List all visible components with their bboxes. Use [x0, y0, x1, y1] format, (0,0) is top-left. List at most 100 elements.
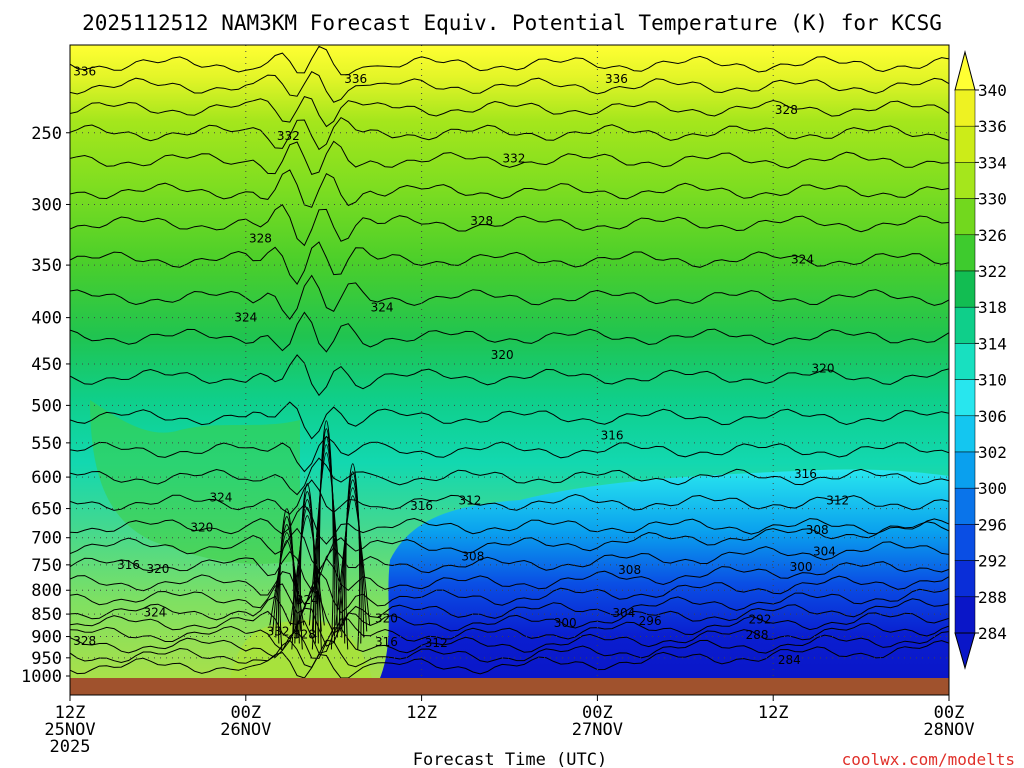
colorbar-swatch — [954, 343, 976, 380]
contour-label: 308 — [806, 523, 829, 537]
contour-label: 324 — [209, 491, 232, 505]
colorbar-swatch — [954, 89, 976, 127]
convective-contour — [292, 507, 322, 632]
colorbar-label: 326 — [978, 226, 1007, 245]
colorbar-swatch — [954, 524, 976, 561]
contour-line — [70, 311, 949, 353]
credit-text: coolwx.com/modelts — [842, 750, 1015, 768]
y-tick-label: 650 — [31, 500, 62, 520]
contour-label: 304 — [813, 545, 836, 559]
contour-line — [70, 598, 949, 647]
colorbar-label: 310 — [978, 371, 1007, 390]
contour-line — [70, 354, 949, 397]
y-tick-label: 800 — [31, 581, 62, 601]
cold-air-region — [380, 469, 949, 678]
contour-line — [70, 435, 949, 473]
contour-label: 328 — [249, 231, 272, 245]
colorbar-swatch — [954, 198, 976, 236]
convective-contour — [318, 420, 334, 650]
contour-label: 284 — [778, 653, 801, 667]
x-tick-label: 00Z — [582, 703, 613, 723]
contour-line — [70, 587, 949, 634]
contour-label: 332 — [502, 152, 525, 166]
y-tick-label: 350 — [31, 256, 62, 276]
colorbar-bottom-arrow — [954, 632, 976, 670]
convective-contour — [317, 428, 336, 644]
colorbar-swatch — [954, 234, 976, 272]
contour-label: 320 — [190, 520, 213, 534]
ground-bar — [70, 678, 949, 695]
dry-tongue — [90, 400, 300, 564]
convective-contour — [311, 444, 341, 632]
y-tick-label: 500 — [31, 396, 62, 416]
contour-label: 320 — [375, 612, 398, 626]
y-tick-label: 850 — [31, 605, 62, 625]
contour-label: 312 — [458, 494, 481, 508]
contour-label: 324 — [234, 311, 257, 325]
colorbar-label: 284 — [978, 624, 1007, 643]
colorbar-swatch — [954, 125, 976, 163]
contour-label: 316 — [601, 429, 624, 443]
contour-line — [70, 401, 949, 440]
contour-line — [70, 241, 949, 286]
contour-label: 292 — [749, 613, 772, 627]
contour-label: 320 — [491, 348, 514, 362]
x-tick-label: 2025 — [50, 737, 91, 757]
colorbar-swatch — [954, 415, 976, 453]
y-tick-label: 1000 — [21, 667, 62, 687]
colorbar-label: 336 — [978, 117, 1007, 136]
colorbar-label: 288 — [978, 588, 1007, 607]
contour-line — [70, 541, 949, 592]
x-tick-label: 00Z — [230, 703, 261, 723]
contour-label: 320 — [812, 361, 835, 375]
contour-label: 300 — [554, 616, 577, 630]
contour-label: 300 — [790, 560, 813, 574]
contour-line — [70, 457, 949, 496]
x-tick-label: 12Z — [406, 703, 437, 723]
colorbar-swatch — [954, 560, 976, 598]
colorbar-swatch — [954, 596, 976, 634]
x-tick-label: 12Z — [758, 703, 789, 723]
contour-label: 316 — [410, 499, 433, 513]
contour-label: 308 — [618, 563, 641, 577]
colorbar-label: 330 — [978, 190, 1007, 209]
colorbar-swatch — [954, 270, 976, 308]
colorbar-swatch — [954, 379, 976, 417]
contour-label: 336 — [605, 72, 628, 86]
contour-label: 324 — [144, 606, 167, 620]
contour-line — [70, 640, 949, 678]
colorbar-swatch — [954, 162, 976, 199]
y-axis: 250 300 350 400 450 500 550 600 650 700 750 800 850 9… — [21, 124, 70, 687]
contour-label: 328 — [293, 627, 316, 641]
contour-label: 336 — [344, 72, 367, 86]
contour-line — [70, 521, 949, 572]
contour-line — [70, 479, 949, 515]
convective-contour — [298, 491, 317, 644]
contour-label: 328 — [775, 103, 798, 117]
contour-lines — [70, 45, 949, 678]
contour-label: 316 — [375, 635, 398, 649]
convective-contour — [275, 524, 299, 638]
plot-frame — [69, 44, 950, 696]
convective-contour — [308, 452, 344, 626]
contour-line — [70, 622, 949, 659]
colorbar: 340 336 334 330 326 322 318 314 310 306 302 300 296 2… — [954, 50, 1007, 670]
x-tick-label: 28NOV — [923, 720, 974, 740]
x-axis-label: Forecast Time (UTC) — [413, 750, 607, 768]
y-tick-label: 600 — [31, 468, 62, 488]
colorbar-label: 296 — [978, 515, 1007, 534]
x-tick-label: 00Z — [934, 703, 965, 723]
contour-label: 288 — [746, 628, 769, 642]
contour-label: 320 — [146, 562, 169, 576]
contour-line — [70, 503, 949, 545]
contour-line — [70, 557, 949, 606]
contour-line — [70, 116, 949, 151]
convective-contour — [299, 483, 315, 650]
y-tick-label: 300 — [31, 195, 62, 215]
contour-label: 316 — [794, 467, 817, 481]
convective-contour — [269, 540, 305, 626]
contour-label: 324 — [296, 593, 319, 607]
